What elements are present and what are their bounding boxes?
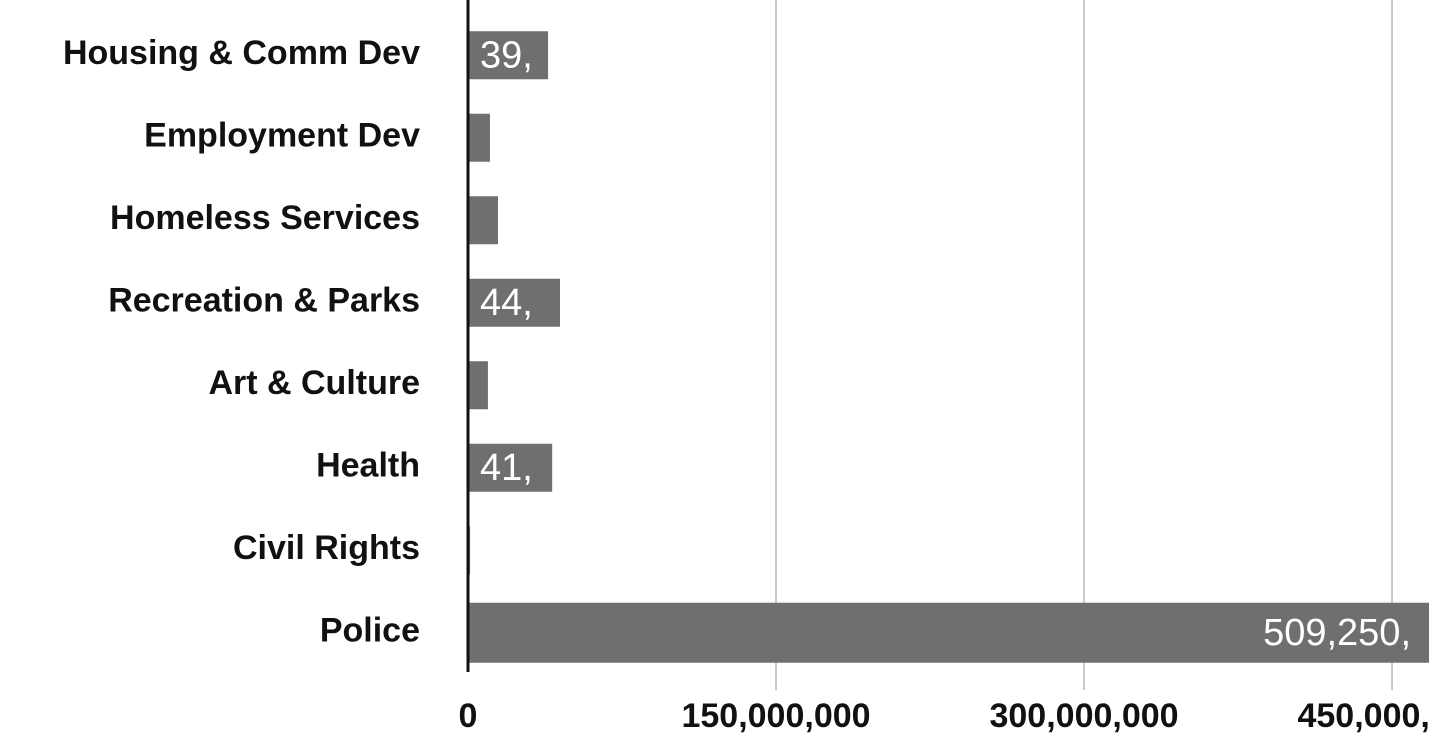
y-tick-label: Homeless Services [110, 199, 420, 237]
y-tick-label: Art & Culture [208, 364, 420, 402]
y-tick-label: Police [320, 612, 420, 650]
x-tick-label: 150,000,000 [681, 697, 870, 735]
bar [468, 361, 488, 410]
bar [468, 602, 1429, 663]
bar [468, 196, 498, 245]
value-label: 39, [480, 34, 533, 76]
bar [468, 278, 560, 327]
bar [468, 113, 490, 162]
y-tick-label: Housing & Comm Dev [63, 34, 420, 72]
y-tick-label: Health [316, 447, 420, 485]
y-tick-label: Civil Rights [233, 529, 420, 567]
y-tick-label: Recreation & Parks [108, 282, 420, 320]
x-tick-label: 300,000,000 [989, 697, 1178, 735]
value-label: 41, [480, 447, 533, 489]
value-label: 509,250, [1263, 612, 1411, 654]
y-tick-label: Employment Dev [144, 117, 420, 155]
x-tick-label: 450,000,000 [1297, 697, 1429, 735]
bar [468, 31, 549, 80]
x-tick-label: 0 [459, 697, 478, 735]
bar [468, 443, 553, 492]
value-label: 44, [480, 282, 533, 324]
